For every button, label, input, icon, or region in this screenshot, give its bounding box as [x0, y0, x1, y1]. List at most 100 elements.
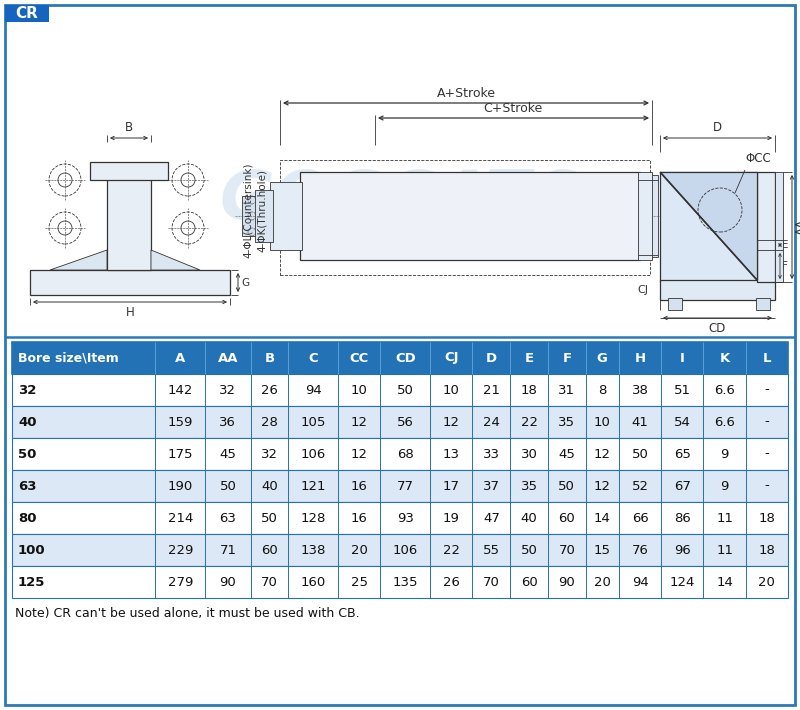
Text: 12: 12 [350, 415, 368, 429]
Text: 96: 96 [674, 543, 690, 557]
Text: CJ: CJ [444, 351, 458, 364]
Text: 94: 94 [305, 383, 322, 396]
Text: CC: CC [350, 351, 369, 364]
Text: 105: 105 [301, 415, 326, 429]
Text: 18: 18 [521, 383, 538, 396]
Text: 16: 16 [350, 479, 368, 493]
Text: G: G [241, 278, 249, 288]
Text: 47: 47 [483, 511, 500, 525]
Text: 65: 65 [674, 447, 690, 461]
Polygon shape [50, 250, 107, 270]
Text: 21: 21 [483, 383, 500, 396]
Text: 90: 90 [219, 576, 236, 589]
Text: C: C [308, 351, 318, 364]
Text: 32: 32 [219, 383, 236, 396]
Text: E: E [525, 351, 534, 364]
Text: 124: 124 [670, 576, 695, 589]
Bar [757, 172, 775, 282]
Bar [756, 298, 770, 310]
Text: CR: CR [15, 6, 38, 21]
Text: 22: 22 [521, 415, 538, 429]
Bar [12, 406, 788, 438]
Text: Bore size\Item: Bore size\Item [18, 351, 118, 364]
Text: 159: 159 [168, 415, 193, 429]
Text: AA: AA [218, 351, 238, 364]
Text: D: D [486, 351, 497, 364]
Text: 125: 125 [18, 576, 46, 589]
Text: 135: 135 [393, 576, 418, 589]
Text: AA: AA [795, 219, 800, 235]
Text: 20: 20 [350, 543, 368, 557]
Text: 9: 9 [721, 447, 729, 461]
Text: 17: 17 [443, 479, 460, 493]
Text: 77: 77 [397, 479, 414, 493]
Text: 31: 31 [558, 383, 575, 396]
Text: 55: 55 [483, 543, 500, 557]
Text: 138: 138 [301, 543, 326, 557]
Text: 142: 142 [168, 383, 193, 396]
Text: 94: 94 [632, 576, 649, 589]
Text: 70: 70 [483, 576, 500, 589]
Text: 10: 10 [443, 383, 460, 396]
Text: 36: 36 [219, 415, 236, 429]
Text: D: D [713, 121, 722, 134]
Bar [30, 270, 230, 295]
Bar [638, 172, 652, 260]
Text: 12: 12 [594, 479, 611, 493]
Bar [668, 298, 682, 310]
Text: 14: 14 [716, 576, 733, 589]
Text: 50: 50 [219, 479, 236, 493]
Text: 56: 56 [397, 415, 414, 429]
Text: 80: 80 [18, 511, 37, 525]
Text: -: - [765, 447, 770, 461]
Text: 160: 160 [301, 576, 326, 589]
Text: GOGGATC: GOGGATC [220, 167, 580, 233]
Text: 50: 50 [632, 447, 649, 461]
Bar [650, 175, 658, 257]
Text: 26: 26 [443, 576, 460, 589]
Text: 12: 12 [443, 415, 460, 429]
Text: 214: 214 [168, 511, 193, 525]
Text: 18: 18 [758, 511, 775, 525]
Text: 60: 60 [261, 543, 278, 557]
Text: 45: 45 [219, 447, 236, 461]
Text: 175: 175 [167, 447, 193, 461]
Text: 70: 70 [558, 543, 575, 557]
Text: 279: 279 [168, 576, 193, 589]
Text: 60: 60 [521, 576, 538, 589]
Text: 8: 8 [598, 383, 606, 396]
Text: 229: 229 [168, 543, 193, 557]
Text: 76: 76 [632, 543, 649, 557]
Text: 45: 45 [558, 447, 575, 461]
Bar [12, 566, 788, 598]
Text: F: F [562, 351, 571, 364]
Text: 70: 70 [261, 576, 278, 589]
Bar [255, 190, 273, 242]
Text: 68: 68 [397, 447, 414, 461]
Text: 13: 13 [443, 447, 460, 461]
Polygon shape [660, 172, 757, 280]
Text: 4-ΦK(Thru.hole): 4-ΦK(Thru.hole) [257, 168, 267, 251]
Text: 40: 40 [18, 415, 37, 429]
Text: 14: 14 [594, 511, 610, 525]
Text: 190: 190 [168, 479, 193, 493]
Text: 52: 52 [631, 479, 649, 493]
Text: 28: 28 [261, 415, 278, 429]
Text: 11: 11 [716, 543, 733, 557]
Text: 50: 50 [397, 383, 414, 396]
Text: A: A [175, 351, 186, 364]
Bar [775, 172, 783, 282]
Text: 67: 67 [674, 479, 690, 493]
Text: 66: 66 [632, 511, 649, 525]
Bar [242, 196, 258, 236]
Bar [300, 172, 640, 260]
Text: 35: 35 [521, 479, 538, 493]
Bar [107, 175, 151, 270]
Text: 32: 32 [261, 447, 278, 461]
Text: -: - [765, 383, 770, 396]
Text: 11: 11 [716, 511, 733, 525]
Text: 50: 50 [521, 543, 538, 557]
Text: 93: 93 [397, 511, 414, 525]
Text: 90: 90 [558, 576, 575, 589]
Text: 41: 41 [632, 415, 649, 429]
